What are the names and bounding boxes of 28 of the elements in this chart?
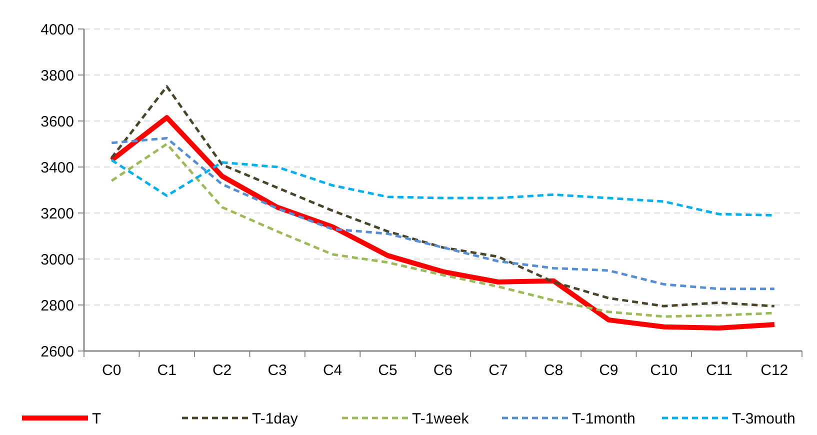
- x-tick-label: C8: [544, 362, 564, 379]
- x-tick-label: C6: [433, 362, 453, 379]
- y-tick-label: 2800: [40, 297, 74, 314]
- legend-label: T: [92, 410, 102, 428]
- legend-label: T-1week: [412, 410, 470, 428]
- x-tick-label: C4: [322, 362, 342, 379]
- x-tick-label: C9: [599, 362, 618, 379]
- y-tick-label: 3600: [40, 113, 74, 130]
- x-tick-label: C2: [212, 362, 232, 379]
- x-tick-label: C0: [102, 362, 122, 379]
- x-tick-label: C11: [706, 362, 732, 379]
- line-series: [110, 85, 776, 308]
- x-tick-label: C3: [268, 362, 287, 379]
- y-tick-label: 2600: [40, 343, 74, 360]
- y-tick-label: 3800: [40, 67, 74, 84]
- y-tick-label: 3200: [40, 205, 74, 222]
- x-tick-label: C7: [488, 362, 508, 379]
- line-series: [110, 137, 776, 290]
- x-tick-label: C12: [760, 362, 788, 379]
- x-tick-label: C1: [157, 362, 176, 379]
- legend-label: T-1day: [252, 410, 298, 428]
- y-tick-label: 3400: [40, 159, 74, 176]
- y-tick-label: 3000: [40, 251, 74, 268]
- legend-label: T-1month: [572, 410, 636, 428]
- x-tick-label: C10: [650, 362, 678, 379]
- x-tick-label: C5: [378, 362, 398, 379]
- legend-label: T-3mouth: [732, 410, 796, 428]
- y-tick-label: 4000: [40, 21, 74, 38]
